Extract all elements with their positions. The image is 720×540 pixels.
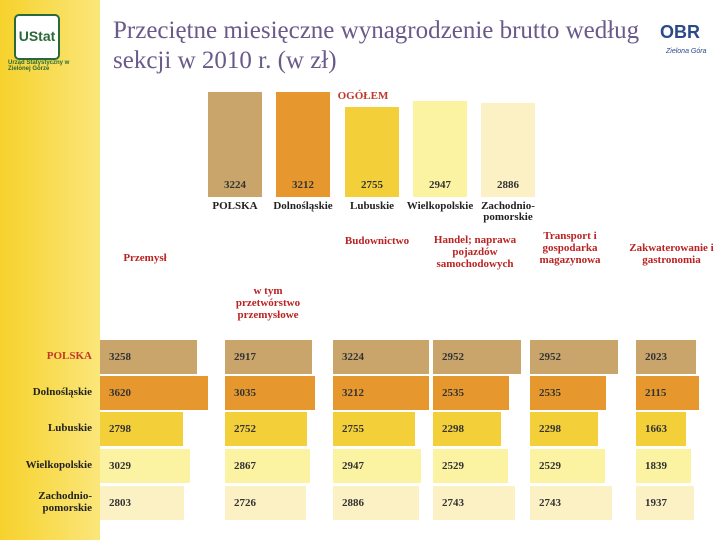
value-label: 2867 [234,460,256,472]
bar [333,486,419,520]
bar [100,376,208,410]
logo-right: OBR [660,22,700,42]
bar [225,486,307,520]
value-label: 2947 [429,179,451,191]
value-label: 2886 [342,497,364,509]
category-label: Lubuskie [349,200,395,212]
series-header: Budownictwo [344,235,410,247]
value-label: 2529 [442,460,464,472]
bar [636,486,694,520]
value-label: 2752 [234,423,256,435]
value-label: 1839 [645,460,667,472]
bar [333,449,421,483]
bar [530,486,612,520]
bar [100,340,198,374]
side-strip [0,0,100,540]
bar [636,376,700,410]
category-label: Zachodnio-pomorskie [481,200,535,223]
value-label: 2743 [539,497,561,509]
series-header: Handel; naprawa pojazdów samochodowych [433,234,517,270]
row-label: Wielkopolskie [25,459,92,471]
bar [225,340,312,374]
bar [225,449,311,483]
value-label: 2298 [539,423,561,435]
value-label: 2535 [442,387,464,399]
series-header: w tym przetwórstwo przemysłowe [235,285,301,321]
bar [276,92,330,197]
bar [225,376,316,410]
value-label: 3620 [109,387,131,399]
bar [636,412,686,446]
value-label: 3224 [342,351,364,363]
series-header: Transport i gospodarka magazynowa [539,230,601,266]
bar [530,376,606,410]
bar [636,449,691,483]
logo-right-caption: Zielona Góra [666,48,707,55]
title: Przeciętne miesięczne wynagrodzenie brut… [113,17,640,74]
bar [100,412,184,446]
bar [433,449,509,483]
bar [413,100,467,197]
logo-text: UStat [18,28,56,44]
value-label: 2947 [342,460,364,472]
value-label: 2952 [442,351,464,363]
value-label: 2917 [234,351,256,363]
value-label: 2952 [539,351,561,363]
value-label: 3029 [109,460,131,472]
bar [225,412,307,446]
value-label: 1937 [645,497,667,509]
value-label: 2755 [361,179,383,191]
value-label: 2535 [539,387,561,399]
chart-title: OGÓŁEM [337,90,389,102]
bar [433,486,515,520]
value-label: 2726 [234,497,256,509]
row-label: POLSKA [46,350,92,362]
bar [530,340,618,374]
series-header: Zakwaterowanie i gastronomia [629,242,714,266]
value-label: 2023 [645,351,667,363]
value-label: 2803 [109,497,131,509]
bar [345,107,399,197]
bar [333,412,416,446]
value-label: 2755 [342,423,364,435]
bar [636,340,697,374]
value-label: 2886 [497,179,519,191]
bar [333,376,429,410]
bar [100,486,184,520]
row-label: Zachodnio-pomorskie [38,490,92,514]
category-label: Wielkopolskie [406,200,474,212]
value-label: 3224 [224,179,246,191]
series-header: Przemysł [123,252,167,264]
bar [333,340,430,374]
bar [208,91,262,197]
bar [433,376,509,410]
value-label: 3212 [292,179,314,191]
logo-caption: Urząd Statystyczny w Zielonej Górze [8,60,70,72]
bar [530,412,599,446]
value-label: 2115 [645,387,667,399]
category-label: POLSKA [212,200,258,212]
value-label: 2798 [109,423,131,435]
value-label: 2529 [539,460,561,472]
bar [530,449,606,483]
row-label: Lubuskie [47,422,92,434]
bar [433,412,502,446]
bar [481,102,535,197]
bar [100,449,191,483]
value-label: 3258 [109,351,131,363]
value-label: 3212 [342,387,364,399]
value-label: 2298 [442,423,464,435]
logo: UStat [14,14,60,60]
bar [433,340,521,374]
value-label: 3035 [234,387,256,399]
category-label: Dolnośląskie [273,200,333,212]
value-label: 2743 [442,497,464,509]
row-label: Dolnośląskie [32,386,92,398]
value-label: 1663 [645,423,667,435]
